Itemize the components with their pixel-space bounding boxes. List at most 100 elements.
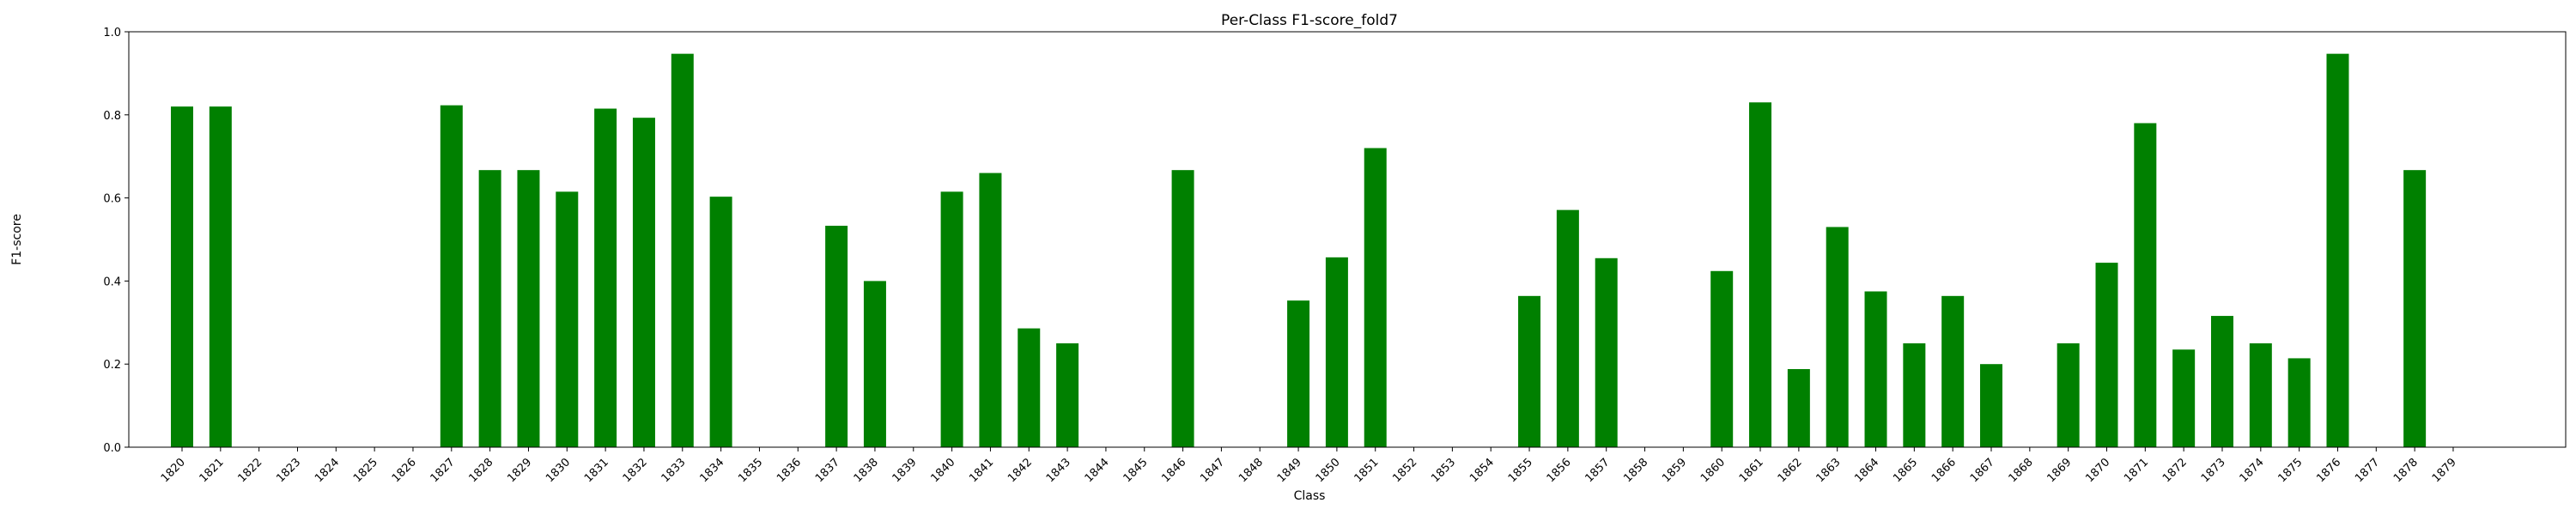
bar-1866 [1941,295,1965,447]
x-tick-label: 1872 [2160,456,2190,485]
bar-1843 [1056,343,1079,447]
x-tick-label: 1862 [1776,456,1805,485]
y-axis-label: F1-score [10,214,24,265]
bar-1842 [1018,328,1041,447]
x-tick-label: 1863 [1814,456,1844,485]
x-tick-label: 1864 [1852,456,1881,485]
bar-1870 [2095,263,2118,447]
x-tick-label: 1824 [313,456,342,485]
bar-1875 [2287,358,2311,447]
x-tick-label: 1845 [1121,456,1151,485]
x-tick-label: 1826 [390,456,419,485]
bar-1871 [2134,123,2157,448]
x-tick-label: 1874 [2238,456,2267,485]
chart-title: Per-Class F1-score_fold7 [1221,12,1398,29]
plot-frame [128,31,2567,448]
bar-1841 [979,173,1002,447]
y-tick-label: 0.4 [103,276,121,288]
x-tick-label: 1821 [197,456,227,485]
x-tick-label: 1870 [2083,456,2112,485]
x-tick-label: 1860 [1698,456,1728,485]
x-tick-label: 1851 [1352,456,1382,485]
x-tick-label: 1861 [1737,456,1766,485]
x-tick-label: 1869 [2044,456,2074,485]
x-tick-label: 1837 [813,456,842,485]
y-axis-ticks: 0.0 0.2 0.4 0.6 0.8 1.0 [103,27,129,455]
bar-1840 [940,191,963,447]
bar-1874 [2249,343,2272,447]
x-tick-label: 1854 [1467,456,1497,485]
bar-1849 [1287,300,1310,447]
x-tick-label: 1828 [466,456,495,485]
x-tick-label: 1829 [505,456,534,485]
x-tick-label: 1834 [697,456,726,485]
bar-1851 [1364,148,1387,447]
x-tick-label: 1865 [1891,456,1920,485]
x-tick-label: 1852 [1390,456,1419,485]
x-tick-label: 1832 [621,456,650,485]
x-tick-label: 1871 [2122,456,2151,485]
x-tick-label: 1825 [351,456,380,485]
x-tick-label: 1830 [544,456,573,485]
bar-1850 [1325,257,1348,447]
bar-1857 [1595,258,1618,447]
bar-1855 [1518,295,1541,447]
y-tick-label: 0.0 [103,442,121,455]
x-axis-label: Class [1294,489,1326,503]
x-tick-label: 1840 [928,456,957,485]
x-tick-label: 1853 [1429,456,1458,485]
bar-1862 [1787,369,1810,447]
bar-1846 [1171,170,1194,448]
x-axis-ticks: 1820 1821 1822 1823 1824 1825 1826 1827 1828 1829… [159,447,2459,485]
y-tick-label: 1.0 [103,27,121,39]
x-tick-label: 1846 [1159,456,1188,485]
x-tick-label: 1836 [775,456,804,485]
x-tick-label: 1848 [1236,456,1266,485]
bar-1860 [1710,270,1734,447]
x-tick-label: 1868 [2007,456,2036,485]
bar-1869 [2057,343,2080,447]
x-tick-label: 1877 [2353,456,2382,485]
y-tick-label: 0.8 [103,110,121,123]
x-tick-label: 1856 [1545,456,1574,485]
bar-1837 [825,226,848,447]
bar-1827 [440,105,463,448]
x-tick-label: 1827 [428,456,458,485]
bar-1856 [1556,209,1579,447]
x-tick-label: 1879 [2430,456,2459,485]
bar-1828 [478,170,501,448]
x-tick-label: 1839 [890,456,920,485]
x-tick-label: 1857 [1583,456,1613,485]
x-tick-label: 1850 [1314,456,1343,485]
bars-group [171,53,2427,448]
x-tick-label: 1849 [1275,456,1304,485]
bar-1867 [1980,364,2003,447]
x-tick-label: 1855 [1506,456,1535,485]
bar-1820 [171,106,193,448]
bar-1833 [671,53,694,448]
bar-1873 [2210,316,2233,447]
x-tick-label: 1841 [967,456,996,485]
x-tick-label: 1833 [659,456,689,485]
bar-1861 [1749,102,1772,447]
bar-1864 [1864,291,1887,447]
bar-1832 [632,118,655,447]
bar-1872 [2172,349,2196,447]
x-tick-label: 1823 [274,456,303,485]
bar-1838 [863,281,886,447]
x-tick-label: 1873 [2199,456,2228,485]
bar-1863 [1826,227,1849,447]
x-tick-label: 1838 [852,456,881,485]
x-tick-label: 1878 [2391,456,2421,485]
bar-1878 [2403,170,2427,448]
x-tick-label: 1866 [1929,456,1959,485]
x-tick-label: 1842 [1005,456,1035,485]
bar-1821 [209,106,232,448]
x-tick-label: 1867 [1968,456,1997,485]
x-tick-label: 1835 [736,456,765,485]
y-tick-label: 0.2 [103,359,121,372]
bar-1830 [556,191,579,447]
x-tick-label: 1831 [582,456,611,485]
x-tick-label: 1822 [235,456,264,485]
